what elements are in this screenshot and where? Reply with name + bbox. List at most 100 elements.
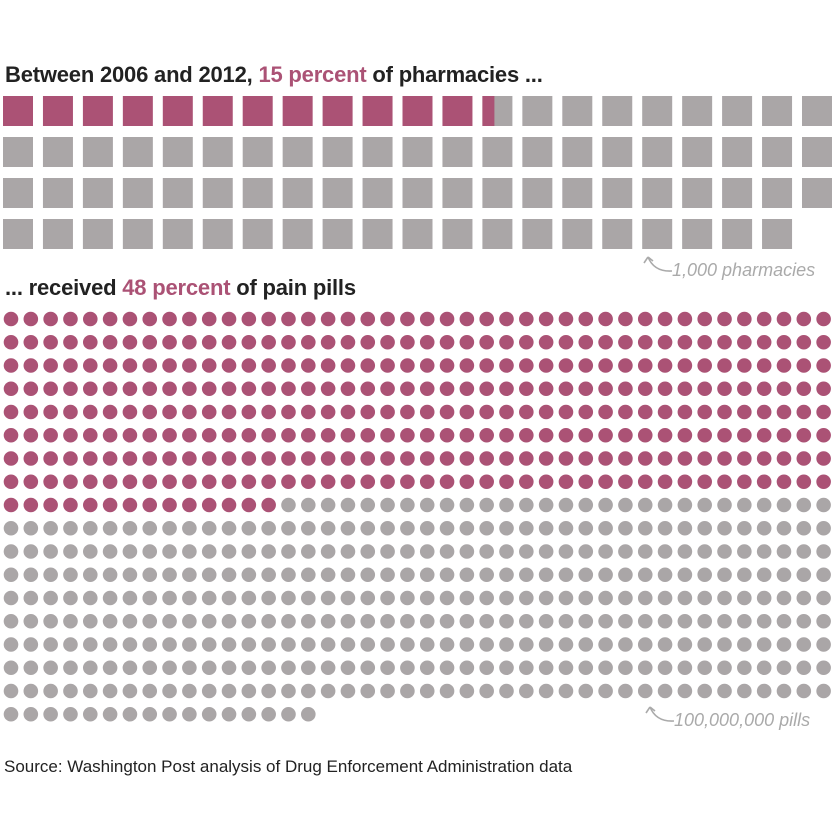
pill-dot	[281, 706, 296, 722]
pill-dot	[261, 613, 276, 629]
pill-dot	[439, 613, 455, 629]
pill-dot	[538, 427, 554, 443]
pill-dot	[479, 683, 494, 699]
pill-dot	[419, 497, 435, 513]
pill-dot	[281, 660, 296, 676]
pill-dot	[737, 683, 752, 699]
pill-dot	[439, 497, 455, 513]
pill-dot	[519, 660, 534, 676]
pill-dot	[618, 544, 633, 559]
pill-dot	[221, 381, 237, 397]
pill-dot	[796, 334, 812, 350]
pill-dot	[499, 381, 514, 397]
pill-dot	[538, 381, 554, 397]
pill-dot	[479, 544, 494, 559]
pill-dot	[637, 358, 653, 373]
pill-dot	[598, 590, 613, 606]
pill-dot	[82, 404, 98, 420]
pill-dot	[558, 637, 574, 652]
pill-dot	[3, 613, 19, 629]
pill-dot	[717, 613, 732, 629]
pill-dot	[439, 381, 455, 397]
pill-dot	[142, 567, 158, 583]
pill-dot	[122, 590, 138, 606]
pill-dot	[82, 637, 98, 652]
pill-dot	[618, 567, 633, 583]
pill-dot	[142, 474, 158, 490]
pill-dot	[162, 660, 177, 676]
pill-dot	[43, 544, 58, 559]
pill-dot	[419, 520, 435, 536]
pill-dot	[122, 381, 138, 397]
pill-dot	[380, 381, 395, 397]
pill-dot	[737, 660, 752, 676]
pill-dot	[221, 544, 237, 559]
pill-dot	[201, 427, 217, 443]
pill-dot	[618, 311, 633, 327]
pill-dot	[43, 497, 58, 513]
pill-dot	[320, 381, 336, 397]
pill-dot	[776, 451, 792, 466]
pill-dot	[340, 381, 356, 397]
pill-dot	[102, 613, 118, 629]
pill-dot	[102, 358, 118, 373]
pill-dot	[281, 637, 296, 652]
pill-dot	[241, 706, 257, 722]
pill-dot	[142, 683, 158, 699]
pill-dot	[657, 520, 673, 536]
pill-dot	[796, 404, 812, 420]
pill-dot	[221, 613, 237, 629]
pill-dot	[756, 683, 772, 699]
pill-dot	[558, 590, 574, 606]
pill-dot	[637, 427, 653, 443]
pill-dot	[221, 706, 237, 722]
pill-dot	[439, 358, 455, 373]
pill-dot	[558, 427, 574, 443]
pharmacy-square	[722, 219, 753, 249]
pill-dot	[677, 404, 693, 420]
pill-dot	[657, 334, 673, 350]
pill-dot	[439, 520, 455, 536]
pill-dot	[796, 544, 812, 559]
pill-dot	[301, 544, 316, 559]
pill-dot	[499, 334, 514, 350]
pharmacy-square	[162, 219, 193, 249]
pill-dot	[122, 311, 138, 327]
pill-dot	[538, 497, 554, 513]
pharmacy-square	[442, 178, 473, 208]
pill-dot	[737, 637, 752, 652]
pill-dot	[261, 637, 276, 652]
pharmacy-square	[242, 178, 273, 208]
pill-dot	[816, 334, 831, 350]
pill-dot	[301, 358, 316, 373]
pill-dot	[320, 334, 336, 350]
pill-dot	[221, 660, 237, 676]
pill-dot	[657, 451, 673, 466]
pill-dot	[320, 520, 336, 536]
pill-dot	[598, 358, 613, 373]
pharmacy-square	[602, 178, 633, 208]
pill-dot	[221, 590, 237, 606]
pill-dot	[261, 381, 276, 397]
pill-dot	[162, 544, 177, 559]
pill-dot	[479, 613, 494, 629]
pharmacy-square	[442, 219, 473, 249]
pill-dot	[439, 404, 455, 420]
pill-dot	[23, 381, 39, 397]
pill-dot	[479, 427, 494, 443]
pill-dot	[162, 381, 177, 397]
pill-dot	[82, 660, 98, 676]
pill-dot	[756, 404, 772, 420]
pill-dot	[340, 358, 356, 373]
pill-dot	[23, 590, 39, 606]
pill-dot	[122, 637, 138, 652]
pill-dot	[241, 683, 257, 699]
pill-dot	[618, 660, 633, 676]
pill-dot	[776, 334, 792, 350]
pill-dot	[499, 311, 514, 327]
pill-dot	[697, 613, 712, 629]
pill-dot	[439, 334, 455, 350]
pill-dot	[419, 427, 435, 443]
pill-dot	[3, 544, 19, 559]
pill-dot	[499, 404, 514, 420]
